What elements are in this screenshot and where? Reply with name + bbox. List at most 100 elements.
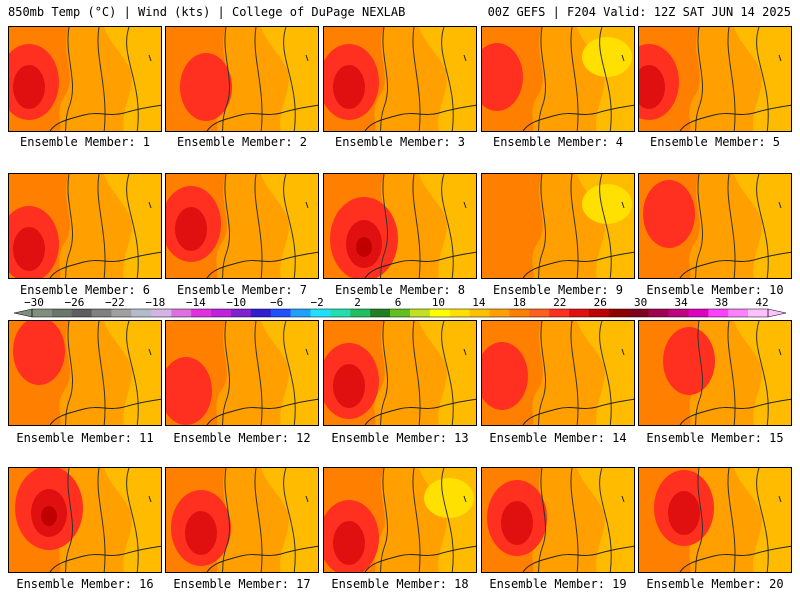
- contour-line: [412, 321, 421, 425]
- ensemble-map-panel: [481, 26, 635, 132]
- ensemble-map-panel: [638, 26, 792, 132]
- contour-line: [537, 27, 546, 131]
- contour-line: [412, 468, 421, 572]
- coastline: [49, 398, 161, 425]
- color-scale-tick-label: −10: [226, 296, 247, 309]
- coastline: [778, 348, 782, 356]
- coastline: [463, 495, 467, 503]
- cool-region: [419, 174, 476, 278]
- cool-region: [104, 468, 161, 572]
- very-hot-region: [13, 65, 45, 109]
- cool-region: [104, 27, 161, 131]
- coastline: [148, 201, 152, 209]
- contour-line: [97, 27, 106, 131]
- contour-line: [570, 321, 579, 425]
- coastline: [778, 495, 782, 503]
- ensemble-map-panel: [8, 173, 162, 279]
- temperature-map: [324, 321, 476, 425]
- contour-line: [694, 174, 703, 278]
- ensemble-member-label: Ensemble Member: 11: [16, 431, 154, 445]
- coastline: [522, 398, 634, 425]
- coastline: [778, 201, 782, 209]
- contour-line: [537, 468, 546, 572]
- color-scale-tick-label: −14: [185, 296, 206, 309]
- contour-line: [441, 321, 454, 425]
- ensemble-member-label: Ensemble Member: 9: [492, 283, 624, 297]
- temperature-map: [9, 468, 161, 572]
- contour-line: [254, 468, 263, 572]
- color-scale-tick-label: 22: [553, 296, 567, 309]
- ensemble-map-panel: [323, 320, 477, 426]
- color-scale-tick-label: 34: [674, 296, 688, 309]
- temperature-map: [482, 468, 634, 572]
- contour-line: [694, 27, 703, 131]
- cool-region: [419, 321, 476, 425]
- color-scale-tick-label: 14: [472, 296, 486, 309]
- coastline: [49, 104, 161, 131]
- ensemble-member-label: Ensemble Member: 13: [331, 431, 469, 445]
- contour-line: [126, 468, 139, 572]
- very-hot-region: [639, 65, 665, 109]
- contour-line: [379, 27, 388, 131]
- coastline: [463, 348, 467, 356]
- ensemble-member-label: Ensemble Member: 10: [646, 283, 784, 297]
- coastline: [364, 251, 476, 278]
- temperature-map: [639, 468, 791, 572]
- ensemble-map-panel: [165, 320, 319, 426]
- cooler-region: [582, 184, 632, 224]
- cool-region: [419, 27, 476, 131]
- contour-line: [126, 27, 139, 131]
- ensemble-map-panel: [481, 173, 635, 279]
- contour-line: [756, 174, 769, 278]
- coastline: [305, 201, 309, 209]
- contour-line: [221, 27, 230, 131]
- temperature-map: [639, 27, 791, 131]
- cool-region: [261, 174, 318, 278]
- coastline: [364, 398, 476, 425]
- cool-region: [734, 27, 791, 131]
- color-scale-tick-label: −18: [145, 296, 166, 309]
- cool-region: [577, 321, 634, 425]
- coastline: [49, 251, 161, 278]
- contour-line: [570, 468, 579, 572]
- contour-line: [283, 321, 296, 425]
- contour-line: [126, 321, 139, 425]
- contour-line: [64, 321, 73, 425]
- very-hot-region: [333, 521, 365, 565]
- contour-line: [283, 27, 296, 131]
- contour-line: [727, 174, 736, 278]
- very-hot-region: [185, 511, 217, 555]
- coastline: [463, 201, 467, 209]
- very-hot-region: [175, 207, 207, 251]
- coastline: [621, 495, 625, 503]
- color-scale-tick-label: 6: [394, 296, 402, 309]
- coastline: [522, 251, 634, 278]
- color-scale-tick-label: −22: [104, 296, 125, 309]
- ensemble-map-panel: [165, 173, 319, 279]
- contour-line: [756, 321, 769, 425]
- temperature-map: [324, 174, 476, 278]
- contour-line: [599, 174, 612, 278]
- contour-line: [283, 174, 296, 278]
- temperature-map: [482, 321, 634, 425]
- contour-line: [756, 468, 769, 572]
- contour-line: [441, 174, 454, 278]
- ensemble-member-label: Ensemble Member: 15: [646, 431, 784, 445]
- contour-line: [570, 174, 579, 278]
- color-scale-tick-label: 38: [714, 296, 729, 309]
- coastline: [364, 104, 476, 131]
- contour-line: [97, 321, 106, 425]
- extreme-region: [356, 237, 372, 257]
- coastline: [621, 54, 625, 62]
- coastline: [305, 495, 309, 503]
- color-scale-tick-label: −30: [24, 296, 44, 309]
- ensemble-member-label: Ensemble Member: 7: [176, 283, 308, 297]
- coastline: [148, 348, 152, 356]
- contour-line: [727, 468, 736, 572]
- cooler-region: [424, 478, 474, 518]
- ensemble-map-panel: [323, 26, 477, 132]
- temperature-map: [639, 321, 791, 425]
- coastline: [679, 398, 791, 425]
- coastline: [206, 545, 318, 572]
